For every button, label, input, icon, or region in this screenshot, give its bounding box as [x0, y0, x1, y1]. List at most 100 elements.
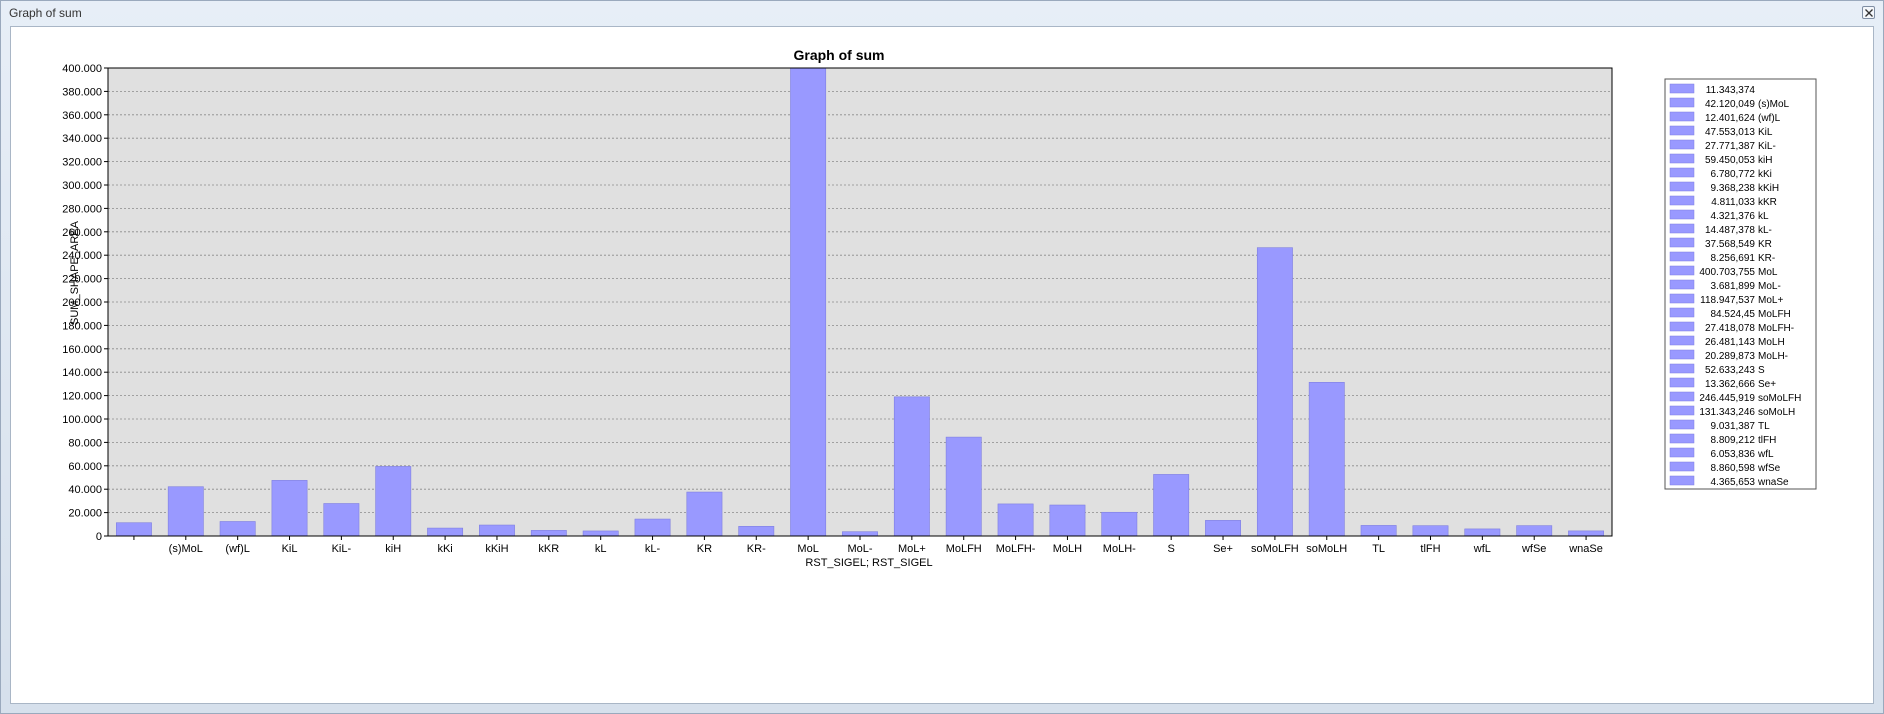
- bar: [167, 486, 204, 537]
- y-axis-label: SUM_SHAPE_AREA: [69, 220, 81, 325]
- bar: [842, 531, 878, 537]
- legend-swatch: [1669, 195, 1695, 206]
- x-tick-label: KiL: [282, 543, 298, 555]
- legend-label: MoLFH-: [1758, 323, 1794, 334]
- bar: [323, 503, 360, 537]
- y-tick-label: 60.000: [68, 461, 102, 473]
- bar: [582, 530, 619, 537]
- legend-label: wfL: [1757, 449, 1774, 460]
- legend-value: 4.811,033: [1711, 197, 1755, 208]
- legend-label: MoL+: [1758, 295, 1783, 306]
- legend-label: kL: [1758, 211, 1769, 222]
- title-bar[interactable]: Graph of sum: [1, 1, 1883, 25]
- y-tick-label: 260.000: [62, 227, 102, 239]
- y-tick-label: 100.000: [62, 414, 102, 426]
- x-tick-label: MoLH-: [1103, 543, 1136, 555]
- x-tick-label: wnaSe: [1568, 543, 1603, 555]
- y-tick-label: 380.000: [62, 86, 102, 98]
- legend-swatch: [1669, 377, 1695, 388]
- bar: [219, 521, 256, 537]
- legend-value: 4.365,653: [1711, 477, 1756, 488]
- bar: [427, 527, 464, 537]
- legend-label: wfSe: [1757, 463, 1781, 474]
- legend-swatch: [1669, 167, 1695, 178]
- x-tick-label: MoL+: [898, 543, 926, 555]
- close-button[interactable]: [1862, 6, 1875, 19]
- x-tick-label: soMoLH: [1306, 543, 1347, 555]
- bar: [1049, 504, 1086, 537]
- x-tick-label: kKiH: [485, 543, 508, 555]
- bar: [479, 524, 515, 537]
- legend-label: soMoLH: [1758, 407, 1795, 418]
- legend-value: 400.703,755: [1699, 267, 1755, 278]
- bar: [1516, 525, 1553, 537]
- legend-label: kKR: [1758, 197, 1777, 208]
- legend-label: MoLH-: [1758, 351, 1788, 362]
- legend-value: 246.445,919: [1699, 393, 1755, 404]
- y-tick-label: 200.000: [62, 297, 102, 309]
- bar: [1205, 520, 1241, 537]
- y-tick-label: 160.000: [62, 344, 102, 356]
- x-tick-label: wfSe: [1521, 543, 1546, 555]
- legend-value: 12.401,624: [1705, 113, 1755, 124]
- legend-value: 9.368,238: [1711, 183, 1756, 194]
- legend-swatch: [1669, 391, 1695, 402]
- y-tick-label: 220.000: [62, 274, 102, 286]
- legend-swatch: [1669, 125, 1695, 136]
- legend-label: wnaSe: [1757, 477, 1789, 488]
- y-tick-label: 340.000: [62, 133, 102, 145]
- legend-value: 47.553,013: [1705, 127, 1755, 138]
- x-tick-label: kL-: [645, 543, 661, 555]
- legend-label: kL-: [1758, 225, 1772, 236]
- legend-value: 9.031,387: [1711, 421, 1756, 432]
- legend-label: KR: [1758, 239, 1772, 250]
- legend-swatch: [1669, 251, 1695, 262]
- legend-value: 59.450,053: [1705, 155, 1755, 166]
- x-tick-label: kKR: [538, 543, 559, 555]
- legend-value: 3.681,899: [1711, 281, 1756, 292]
- legend-swatch: [1669, 265, 1695, 276]
- y-tick-label: 140.000: [62, 367, 102, 379]
- legend-swatch: [1669, 433, 1695, 444]
- y-tick-label: 40.000: [68, 484, 102, 496]
- legend-label: KiL-: [1758, 141, 1776, 152]
- legend-swatch: [1669, 181, 1695, 192]
- legend-swatch: [1669, 405, 1695, 416]
- y-tick-label: 120.000: [62, 391, 102, 403]
- legend-swatch: [1669, 139, 1695, 150]
- legend-value: 118.947,537: [1700, 295, 1755, 306]
- legend-swatch: [1669, 461, 1695, 472]
- legend-value: 6.780,772: [1711, 169, 1756, 180]
- chart-title: Graph of sum: [793, 47, 884, 63]
- bar-chart: Graph of sum SUM_SHAPE_AREA RST_SIGEL; R…: [62, 47, 1817, 569]
- legend-value: 84.524,45: [1711, 309, 1756, 320]
- bar: [1568, 530, 1605, 537]
- bar: [1101, 511, 1138, 537]
- legend-swatch: [1669, 111, 1695, 122]
- x-tick-label: KR-: [747, 543, 766, 555]
- bar: [375, 466, 412, 537]
- legend-swatch: [1669, 97, 1695, 108]
- legend-label: KR-: [1758, 253, 1775, 264]
- bar: [945, 436, 982, 537]
- legend-swatch: [1669, 237, 1695, 248]
- legend-label: MoLFH: [1758, 309, 1791, 320]
- bar: [1360, 525, 1397, 537]
- y-tick-label: 300.000: [62, 180, 102, 192]
- legend-swatch: [1669, 335, 1695, 346]
- bar: [1256, 247, 1293, 537]
- bar: [997, 503, 1034, 537]
- x-tick-label: tlFH: [1420, 543, 1440, 555]
- x-tick-label: (wf)L: [225, 543, 249, 555]
- legend-swatch: [1669, 363, 1695, 374]
- y-tick-label: 20.000: [68, 508, 102, 520]
- legend-label: MoLH: [1758, 337, 1785, 348]
- legend-swatch: [1669, 447, 1695, 458]
- x-tick-label: kKi: [437, 543, 452, 555]
- bar: [893, 396, 930, 537]
- legend-value: 6.053,836: [1711, 449, 1756, 460]
- bar: [271, 480, 308, 537]
- legend-value: 20.289,873: [1705, 351, 1755, 362]
- x-tick-label: soMoLFH: [1251, 543, 1299, 555]
